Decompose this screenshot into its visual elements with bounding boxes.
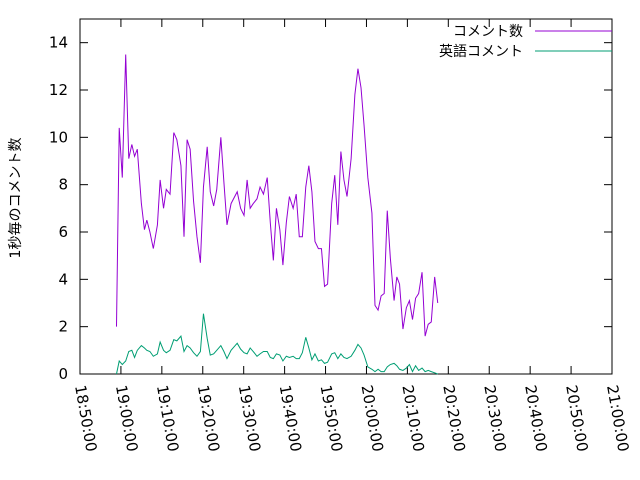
y-axis-label: 1秒毎のコメント数: [8, 138, 24, 259]
plot-frame: [79, 18, 613, 375]
legend-label-comments: コメント数: [453, 24, 523, 40]
y-tick-label: 0: [58, 365, 68, 383]
series-line-1: [116, 313, 438, 375]
series-group: [115, 54, 439, 375]
plot-border: [79, 18, 613, 375]
legend: コメント数 英語コメント: [439, 24, 612, 60]
y-tick-label: 4: [58, 270, 68, 288]
y-tick-label: 10: [49, 128, 68, 146]
y-tick-label: 6: [58, 223, 68, 241]
y-tick-label: 12: [49, 81, 68, 99]
y-tick-label: 14: [49, 34, 68, 52]
legend-label-english-comments: 英語コメント: [439, 43, 523, 60]
series-line-0: [115, 54, 439, 337]
y-tick-label: 8: [58, 176, 68, 194]
y-tick-label: 2: [58, 318, 68, 336]
y-axis-ticks: 0 2 4 6 8 10 12 14: [49, 34, 612, 383]
